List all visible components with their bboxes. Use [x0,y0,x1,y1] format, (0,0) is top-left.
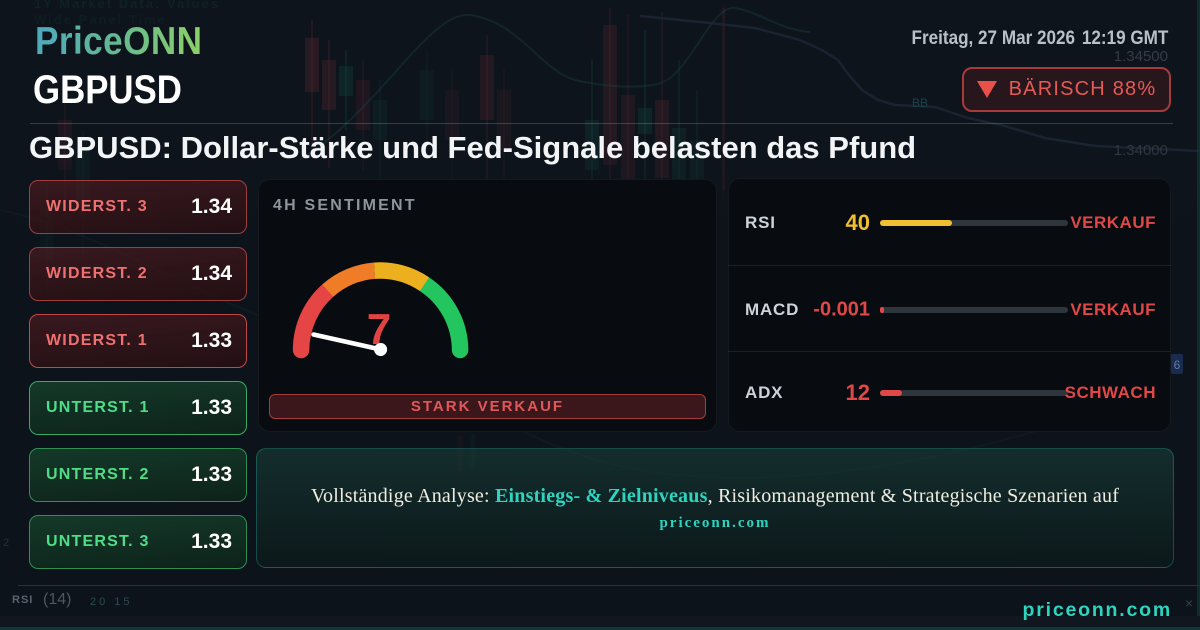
svg-text:2: 2 [3,537,9,549]
svg-text:1.34000: 1.34000 [1114,142,1168,159]
svg-text:×: × [1185,595,1193,611]
svg-text:6: 6 [1174,358,1181,372]
svg-text:Wide Panel Time: Wide Panel Time [34,12,167,27]
svg-text:BB: BB [912,96,928,110]
svg-text:1Y Market Data: Values: 1Y Market Data: Values [34,0,220,11]
svg-text:1.34500: 1.34500 [1114,48,1168,65]
